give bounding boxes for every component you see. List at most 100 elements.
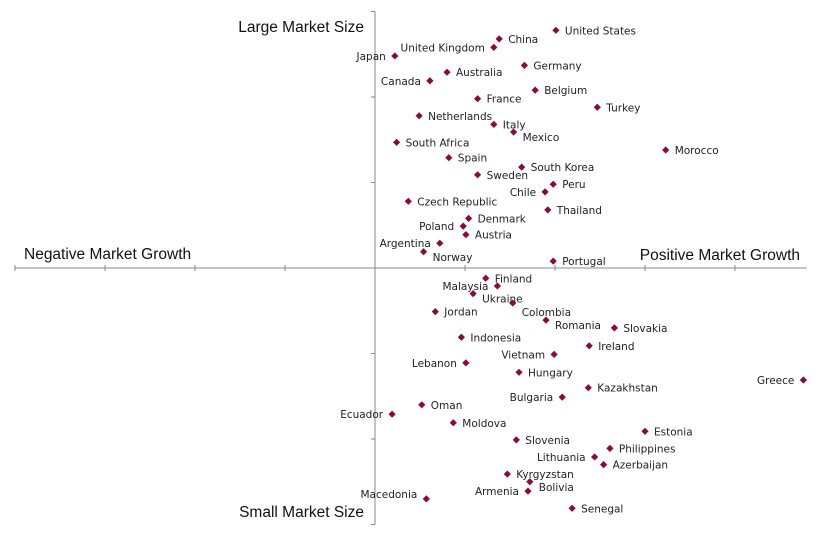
data-point [541, 188, 549, 196]
point-label: Portugal [562, 256, 606, 268]
point-label: Azerbaijan [613, 460, 669, 472]
point-label: Kazakhstan [597, 383, 658, 395]
point-label: Greece [757, 375, 794, 387]
point-label: Philippines [619, 443, 676, 455]
point-label: Slovakia [623, 323, 667, 335]
point-label: Ecuador [340, 409, 384, 421]
point-label: Mexico [523, 132, 560, 144]
point-label: Slovenia [525, 435, 570, 447]
data-point [436, 239, 444, 247]
data-point [610, 324, 618, 332]
quadrant-label-right: Positive Market Growth [639, 247, 800, 264]
point-label: Japan [356, 51, 386, 63]
data-point [493, 282, 501, 290]
data-point [531, 86, 539, 94]
point-label: Germany [533, 60, 581, 72]
point-label: Belgium [544, 85, 587, 97]
data-point [799, 376, 807, 384]
point-label: Netherlands [428, 111, 492, 123]
data-point [465, 214, 473, 223]
point-label: Argentina [380, 238, 431, 250]
data-point [462, 359, 470, 367]
point-label: Poland [419, 221, 454, 233]
point-label: Indonesia [470, 332, 521, 344]
data-point [552, 26, 560, 34]
data-point [606, 444, 614, 453]
data-point [503, 470, 511, 478]
point-label: Oman [431, 400, 463, 412]
data-point [542, 316, 550, 324]
point-label: Malaysia [443, 281, 489, 293]
data-point [443, 68, 451, 76]
data-point [550, 350, 558, 358]
point-label: Jordan [443, 307, 477, 319]
data-point [431, 308, 439, 316]
data-point [509, 299, 517, 307]
point-label: Czech Republic [417, 196, 497, 208]
point-label: Turkey [605, 102, 640, 114]
point-label: United Kingdom [401, 42, 485, 54]
point-label: China [508, 34, 538, 46]
point-label: Australia [456, 67, 502, 79]
quadrant-label-top: Large Market Size [238, 19, 364, 36]
data-point [568, 504, 576, 512]
data-point [600, 461, 608, 469]
point-label: Canada [381, 76, 421, 88]
point-label: Hungary [528, 367, 573, 379]
point-label: Moldova [462, 418, 506, 430]
point-label: Romania [555, 320, 601, 332]
data-point [558, 393, 566, 401]
data-point [474, 171, 482, 179]
data-point [393, 138, 401, 146]
point-label: Italy [503, 119, 526, 131]
point-label: Lebanon [412, 358, 457, 370]
data-point [462, 231, 470, 239]
data-point [549, 257, 557, 265]
quadrant-label-left: Negative Market Growth [24, 246, 192, 263]
point-label: Lithuania [537, 452, 586, 464]
point-label: Macedonia [360, 489, 417, 501]
point-label: Chile [510, 187, 536, 199]
point-label: Ukraine [482, 294, 523, 306]
point-label: Austria [475, 230, 512, 242]
data-point [510, 128, 518, 136]
point-label: United States [565, 25, 636, 37]
point-label: Armenia [475, 486, 519, 498]
data-point [391, 52, 399, 60]
data-point [593, 103, 601, 111]
data-point [388, 410, 396, 418]
data-point [422, 495, 430, 503]
point-label: Spain [458, 153, 487, 165]
data-point [549, 180, 557, 188]
data-point [490, 43, 498, 52]
point-label: Senegal [581, 503, 623, 515]
data-point [426, 77, 434, 85]
data-point [457, 333, 465, 341]
data-point [469, 290, 477, 298]
data-point [445, 154, 453, 162]
point-label: France [487, 94, 522, 106]
point-label: Thailand [556, 205, 602, 217]
data-point [641, 427, 649, 435]
data-point [524, 487, 532, 495]
data-point [449, 419, 457, 427]
data-point [420, 248, 428, 256]
data-point [512, 436, 520, 444]
data-point [415, 112, 423, 120]
data-point [459, 222, 467, 230]
point-label: Estonia [654, 426, 693, 438]
data-point [520, 61, 528, 69]
point-label: Bolivia [539, 482, 574, 494]
data-point [418, 401, 426, 409]
point-label: Kyrgyzstan [516, 469, 574, 481]
point-label: Sweden [487, 170, 528, 182]
point-label: Vietnam [501, 349, 545, 361]
point-label: South Africa [406, 137, 470, 149]
data-point [526, 478, 534, 486]
data-point [495, 35, 503, 43]
quadrant-label-bottom: Small Market Size [239, 504, 364, 521]
data-point [591, 453, 599, 461]
point-label: Finland [495, 273, 533, 285]
point-label: Morocco [675, 145, 719, 157]
